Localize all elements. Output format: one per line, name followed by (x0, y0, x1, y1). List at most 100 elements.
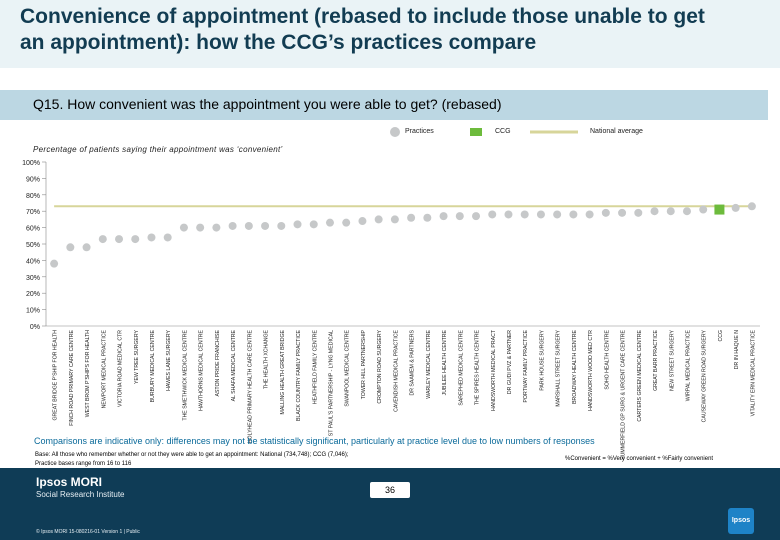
practice-point (179, 223, 188, 232)
practice-point (66, 243, 75, 252)
practice-point (536, 210, 545, 219)
practice-point (131, 235, 140, 244)
y-axis-title: Percentage of patients saying their appo… (33, 145, 283, 154)
practice-point (585, 210, 594, 219)
x-tick-label: FINCH ROAD PRIMARY CARE CENTRE (69, 329, 75, 425)
y-axis: 0% 10% 20% 30% 40% 50% 60% 70% 80% 90% 100% (22, 160, 760, 331)
x-tick-label: MALLING HEALTH GREAT BRIDGE (280, 329, 286, 414)
x-tick-label: CAUSEWAY GREEN ROAD SURGERY (702, 329, 708, 422)
ccg-point (714, 204, 725, 215)
y-tick-label: 40% (26, 258, 40, 265)
footer-meta: © Ipsos MORI 15-080216-01 Version 1 | Pu… (36, 529, 140, 535)
y-tick-label: 20% (26, 291, 40, 298)
x-tick-label: HANDSWORTH MEDICAL PRACT (491, 329, 497, 411)
chart-marks (50, 202, 756, 268)
practice-point (115, 235, 124, 244)
question-text: Q15. How convenient was the appointment … (33, 96, 502, 112)
footnote: Comparisons are indicative only: differe… (34, 436, 595, 446)
x-tick-label: VICTORIA ROAD MEDICAL CTR (118, 330, 124, 407)
y-tick-label: 90% (26, 176, 40, 183)
x-tick-label: WEST BROM P'SHIPS FOR HEALTH (85, 330, 91, 418)
x-tick-label: VITALITY ERN MEDICAL PRACTICE (750, 329, 756, 416)
header-band (0, 0, 780, 68)
page-title: Convenience of appointment (rebased to i… (20, 5, 705, 54)
x-tick-label: DR GUDI PVZ & PARTNER (507, 330, 513, 394)
x-tick-label: BLACK COUNTRY FAMILY PRACTICE (296, 329, 302, 421)
y-tick-label: 80% (26, 193, 40, 200)
practice-point (731, 203, 740, 212)
x-tick-label: ST PAUL'S PARTNERSHIP - LYNG MEDICAL (328, 330, 334, 436)
x-tick-label: HANDSWORTH WOOD MED CTR (588, 330, 594, 411)
y-tick-label: 60% (26, 226, 40, 233)
x-tick-label: HAWES LANE SURGERY (166, 329, 172, 390)
practice-point (50, 259, 59, 268)
y-tick-label: 30% (26, 275, 40, 282)
practice-point (244, 221, 253, 230)
institute-name: Social Research Institute (36, 490, 125, 499)
practice-point (261, 221, 270, 230)
x-tick-label: CROMPTON ROAD SURGERY (377, 329, 383, 403)
legend-ccg-label: CCG (495, 128, 511, 135)
legend-practices-label: Practices (405, 128, 434, 135)
legend-national-label: National average (590, 128, 643, 135)
x-tick-label: NEWPORT MEDICAL PRACTICE (101, 329, 107, 408)
definition-note: %Convenient = %Very convenient + %Fairly… (565, 456, 714, 462)
x-tick-label: HOLYHEAD PRIMARY HEALTH CARE CENTRE (247, 329, 253, 443)
practice-point (618, 208, 627, 217)
practice-point (196, 223, 205, 232)
x-tick-label: PORTWAY FAMILY PRACTICE (523, 329, 529, 402)
y-tick-label: 10% (26, 308, 40, 315)
practice-point (747, 202, 756, 211)
practice-point (293, 220, 302, 229)
practice-point (439, 212, 448, 221)
x-tick-label: BURBURY MEDICAL CENTRE (150, 329, 156, 402)
x-tick-label: HAWTHORNS MEDICAL CENTRE (199, 329, 205, 410)
x-tick-label: SUMMERFIELD GP SURG & URGENT CARE CENTRE (621, 329, 627, 459)
x-tick-label: CCG (718, 330, 724, 342)
practice-point (682, 207, 691, 216)
practice-point (553, 210, 562, 219)
x-tick-label: SAREPHED MEDICAL CENTRE (458, 329, 464, 405)
x-tick-label: THE SMETHWICK MEDICAL CENTRE (182, 329, 188, 420)
y-tick-label: 0% (30, 324, 40, 331)
page-number: 36 (370, 482, 410, 498)
base-line-2: Practice bases range from 16 to 116 (35, 461, 132, 467)
question-band (0, 90, 768, 120)
x-tick-label: DR IN HAQUE N (734, 330, 740, 369)
practice-point (634, 208, 643, 217)
x-tick-label: PARK HOUSE SURGERY (539, 329, 545, 390)
x-tick-label: YEW TREE SURGERY (134, 329, 140, 384)
practice-point (650, 207, 659, 216)
base-line-1: Base: All those who remember whether or … (35, 452, 349, 458)
practice-point (390, 215, 399, 224)
x-tick-label: SOHO HEALTH CENTRE (604, 329, 610, 389)
practice-point (277, 221, 286, 230)
practice-point (309, 220, 318, 229)
practice-point (374, 215, 383, 224)
x-tick-label: TOWER HILL PARTNERSHIP (361, 329, 367, 399)
practice-point (82, 243, 91, 252)
x-tick-label: CAVENDISH MEDICAL PRACTICE (393, 329, 399, 411)
practice-point (699, 205, 708, 214)
base-note: Base: All those who remember whether or … (35, 451, 349, 469)
practice-point (520, 210, 529, 219)
practice-point (601, 208, 610, 217)
x-tick-label: ASTON PRIDE FRANCHISE (215, 329, 221, 396)
practice-point (147, 233, 156, 242)
y-tick-label: 50% (26, 242, 40, 249)
x-tick-label: AL SHAFA MEDICAL CENTRE (231, 329, 237, 401)
x-tick-label: GREAT BARR PRACTICE (653, 329, 659, 390)
x-tick-label: WARLEY MEDICAL CENTRE (426, 329, 432, 398)
x-tick-label: THE SPIRES HEALTH CENTRE (475, 329, 481, 405)
legend-ccg-marker (470, 128, 482, 136)
practice-point (163, 233, 172, 242)
x-tick-label: THE HEALTH XCHANGE (264, 329, 270, 389)
x-tick-label: BROADWAY HEALTH CENTRE (572, 329, 578, 403)
y-tick-label: 70% (26, 209, 40, 216)
practice-point (472, 212, 481, 221)
footer-bar (0, 468, 780, 540)
x-tick-label: NEW STREET SURGERY (669, 329, 675, 390)
ipsos-logo: Ipsos MORI (36, 475, 103, 489)
practice-point (358, 217, 367, 226)
practice-point (407, 213, 416, 222)
